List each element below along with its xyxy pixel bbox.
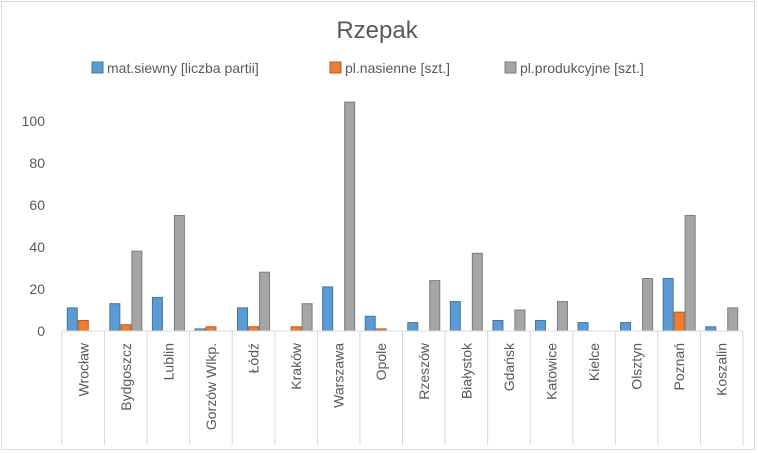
bar-0-2 xyxy=(151,296,163,332)
bar-2-1 xyxy=(131,250,143,332)
x-tick-label-7: Opole xyxy=(373,343,389,381)
bar-0-13 xyxy=(620,322,632,332)
legend-swatch-0 xyxy=(91,61,104,74)
y-tick-label-2: 40 xyxy=(29,239,45,255)
bar-1-3 xyxy=(205,326,217,332)
x-tick-label-10: Gdańsk xyxy=(501,342,517,391)
bar-0-9 xyxy=(449,301,461,332)
bar-2-2 xyxy=(173,215,185,332)
y-tick-label-0: 0 xyxy=(37,323,45,339)
y-axis: 0 20 40 60 80 100 xyxy=(22,113,46,339)
bar-2-4 xyxy=(259,271,271,332)
bar-2-10 xyxy=(514,309,526,332)
x-tick-label-12: Kielce xyxy=(586,343,602,381)
bar-1-0 xyxy=(77,320,89,332)
bar-2-5 xyxy=(301,303,313,332)
bar-0-0 xyxy=(66,307,78,332)
y-tick-label-3: 60 xyxy=(29,197,45,213)
x-tick-label-9: Białystok xyxy=(458,342,474,399)
bar-0-8 xyxy=(407,322,419,332)
y-tick-label-1: 20 xyxy=(29,281,45,297)
bar-0-10 xyxy=(492,320,504,332)
y-tick-label-4: 80 xyxy=(29,155,45,171)
bar-0-14 xyxy=(662,278,674,332)
bar-2-11 xyxy=(556,301,568,332)
bar-2-9 xyxy=(471,252,483,332)
legend-label-0: mat.siewny [liczba partii] xyxy=(107,60,259,76)
legend-swatch-2 xyxy=(504,61,517,74)
bar-2-15 xyxy=(727,307,739,332)
x-axis: Wrocław Bydgoszcz Lublin Gorzów Wlkp. Łódź Kr… xyxy=(61,330,744,445)
bar-2-14 xyxy=(684,215,696,332)
x-tick-label-6: Warszawa xyxy=(331,343,347,408)
bar-0-12 xyxy=(577,322,589,332)
bar-0-1 xyxy=(109,303,121,332)
x-tick-label-14: Poznań xyxy=(671,343,687,390)
bar-0-4 xyxy=(237,307,249,332)
x-tick-label-13: Olsztyn xyxy=(629,343,645,390)
x-tick-label-15: Koszalin xyxy=(714,343,730,396)
bar-2-6 xyxy=(344,101,356,332)
x-tick-label-3: Gorzów Wlkp. xyxy=(203,343,219,430)
bar-1-5 xyxy=(290,326,302,332)
x-tick-label-2: Lublin xyxy=(160,343,176,380)
x-tick-label-0: Wrocław xyxy=(75,342,91,396)
bars xyxy=(66,101,739,332)
legend-swatch-1 xyxy=(329,61,342,74)
y-tick-label-5: 100 xyxy=(22,113,46,129)
legend-label-1: pl.nasienne [szt.] xyxy=(345,60,450,76)
x-tick-label-4: Łódź xyxy=(246,343,262,373)
legend-label-2: pl.produkcyjne [szt.] xyxy=(520,60,644,76)
x-tick-label-11: Katowice xyxy=(543,343,559,400)
legend: mat.siewny [liczba partii] pl.nasienne [s… xyxy=(91,60,644,76)
bar-0-11 xyxy=(534,320,546,332)
bar-1-1 xyxy=(120,324,132,332)
bar-0-7 xyxy=(364,315,376,332)
chart-title: Rzepak xyxy=(336,17,418,44)
x-tick-label-8: Rzeszów xyxy=(416,342,432,400)
bar-1-14 xyxy=(673,311,685,332)
bar-0-6 xyxy=(322,286,334,332)
x-tick-label-5: Kraków xyxy=(288,342,304,390)
bar-2-8 xyxy=(429,280,441,332)
bar-2-13 xyxy=(642,278,654,332)
x-tick-label-1: Bydgoszcz xyxy=(118,343,134,411)
bar-1-4 xyxy=(248,326,260,332)
bar-0-15 xyxy=(705,326,717,332)
